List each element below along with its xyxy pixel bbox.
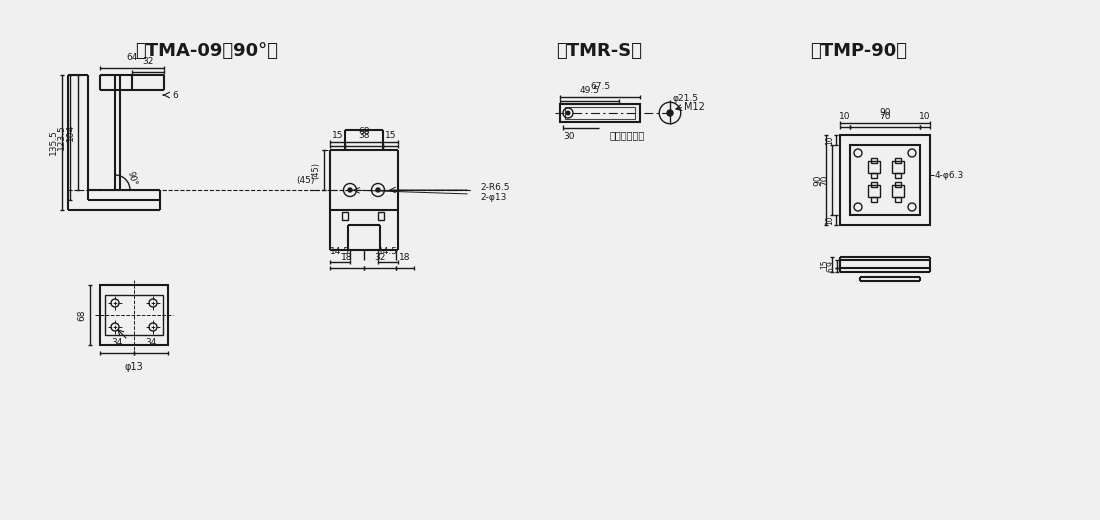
Text: 【TMP-90】: 【TMP-90】 (810, 42, 908, 60)
Bar (895, 182, 901, 187)
Text: 【TMA-09・90°】: 【TMA-09・90°】 (135, 42, 278, 60)
Bar (565, 107, 635, 119)
Text: 123.5: 123.5 (57, 124, 66, 150)
Circle shape (348, 188, 352, 192)
Text: 135.5: 135.5 (50, 129, 58, 155)
Text: 67.5: 67.5 (590, 82, 610, 91)
Text: 90: 90 (879, 108, 891, 117)
Text: 15: 15 (385, 131, 396, 140)
Text: 30: 30 (563, 132, 574, 141)
Bar (892, 161, 904, 173)
Text: 68: 68 (359, 127, 370, 136)
Bar (560, 104, 640, 122)
Bar (895, 173, 901, 178)
Bar (342, 212, 348, 220)
Bar (868, 161, 880, 173)
Bar (871, 173, 877, 178)
Bar (871, 182, 877, 187)
Text: 14.5: 14.5 (330, 247, 350, 256)
Text: 34: 34 (145, 338, 156, 347)
Bar (104, 295, 163, 335)
Text: 70: 70 (820, 174, 829, 186)
Bar (850, 145, 920, 215)
Bar (871, 197, 877, 202)
Bar (100, 285, 168, 345)
Circle shape (566, 111, 570, 115)
Text: φ13: φ13 (124, 362, 143, 372)
Bar (895, 197, 901, 202)
Bar (871, 158, 877, 163)
Text: 10: 10 (920, 112, 931, 121)
Text: 10: 10 (825, 135, 834, 145)
Text: 90°: 90° (125, 170, 139, 186)
Text: 2-R6.5: 2-R6.5 (480, 183, 509, 191)
Text: 2-φ13: 2-φ13 (480, 192, 506, 202)
Text: 68: 68 (77, 309, 86, 321)
Text: 【TMR-S】: 【TMR-S】 (556, 42, 642, 60)
Text: 70: 70 (879, 112, 891, 121)
Bar (840, 135, 929, 225)
Circle shape (667, 110, 673, 116)
Bar (868, 185, 880, 197)
Text: 34: 34 (111, 338, 123, 347)
Text: 32: 32 (142, 57, 154, 66)
Text: φ21.5: φ21.5 (672, 94, 698, 102)
Text: 49.5: 49.5 (580, 86, 600, 95)
Text: 64: 64 (126, 53, 138, 62)
Bar (892, 185, 904, 197)
Circle shape (376, 188, 380, 192)
Text: 14.5: 14.5 (378, 247, 398, 256)
Text: 6: 6 (172, 90, 178, 99)
Text: 32: 32 (374, 253, 386, 262)
Text: (45): (45) (311, 162, 320, 178)
Text: 10: 10 (825, 215, 834, 225)
Text: 38: 38 (359, 131, 370, 140)
Text: 90: 90 (813, 174, 822, 186)
Text: 10: 10 (839, 112, 850, 121)
Text: 有効ねじ長さ: 有効ねじ長さ (610, 130, 646, 140)
Bar (378, 212, 384, 220)
Text: 104: 104 (66, 124, 75, 141)
Text: 6: 6 (826, 268, 835, 272)
Bar (895, 158, 901, 163)
Text: (45): (45) (297, 176, 315, 185)
Text: 15: 15 (332, 131, 343, 140)
Text: 18: 18 (341, 253, 353, 262)
Text: 9: 9 (826, 262, 835, 266)
Text: M12: M12 (684, 102, 705, 112)
Text: 15: 15 (820, 259, 829, 269)
Text: 4-φ6.3: 4-φ6.3 (935, 171, 965, 179)
Text: 18: 18 (399, 253, 410, 262)
